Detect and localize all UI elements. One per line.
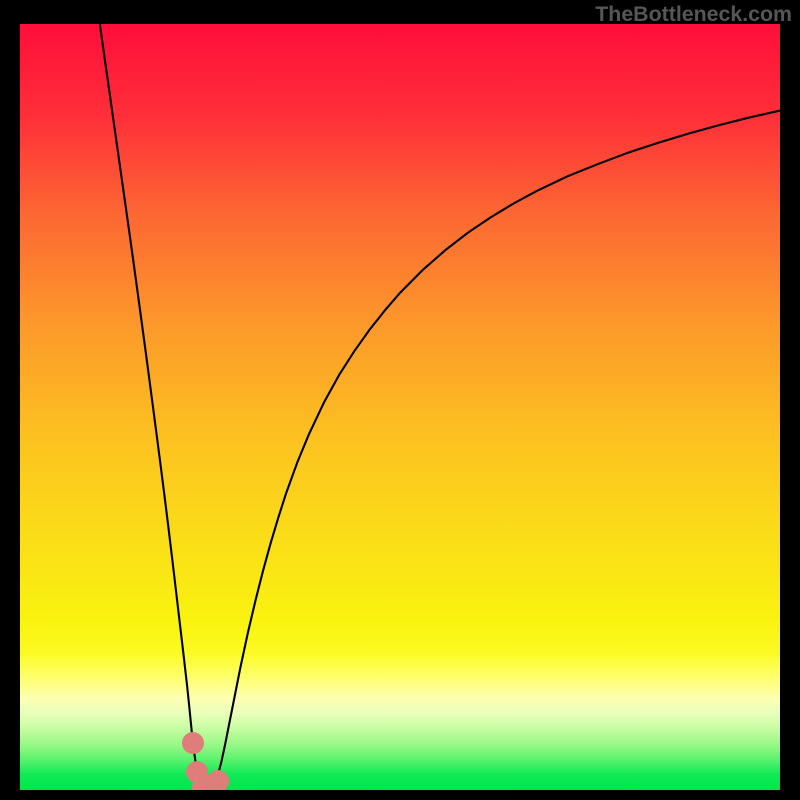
chart-container: TheBottleneck.com (0, 0, 800, 800)
curve-layer (20, 24, 780, 790)
plot-area (20, 24, 780, 790)
data-marker (207, 770, 229, 790)
data-marker (182, 732, 204, 754)
bottleneck-curve (100, 24, 780, 790)
